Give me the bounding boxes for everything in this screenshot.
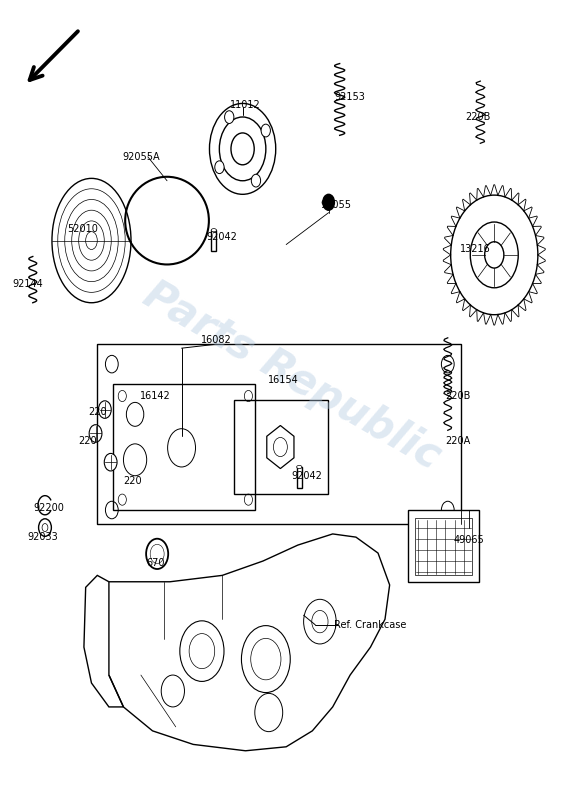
Text: 11012: 11012 [230,100,261,110]
Bar [98,344,461,523]
Bar [113,384,255,510]
Circle shape [89,425,102,442]
Text: 92033: 92033 [28,532,58,542]
Circle shape [323,194,335,210]
Bar [408,510,479,582]
Text: 92042: 92042 [207,231,238,242]
Text: Parts Republic: Parts Republic [136,274,448,478]
Bar [415,518,472,575]
Text: 16082: 16082 [201,335,232,346]
Text: 13216: 13216 [460,243,491,254]
Text: 92144: 92144 [12,279,43,290]
Text: 670: 670 [146,558,165,569]
Ellipse shape [211,229,217,232]
Text: 92042: 92042 [291,470,322,481]
Circle shape [451,195,538,314]
Circle shape [251,174,260,187]
Ellipse shape [52,178,131,302]
Text: 220: 220 [123,476,141,486]
Text: 92153: 92153 [335,92,366,102]
Text: 220B: 220B [445,391,470,401]
Text: 92055A: 92055A [122,152,159,162]
Circle shape [215,161,224,174]
Bar [234,400,328,494]
Text: 220A: 220A [445,437,470,446]
Circle shape [105,454,117,471]
Bar [211,230,217,251]
Text: 92200: 92200 [34,502,64,513]
Text: 49065: 49065 [454,534,485,545]
Bar [297,467,302,488]
Circle shape [225,110,234,123]
Ellipse shape [297,466,302,469]
Text: 220: 220 [88,407,107,417]
Circle shape [99,401,111,418]
Circle shape [42,523,48,531]
Text: 92055: 92055 [320,200,351,210]
Text: 220: 220 [78,437,97,446]
Circle shape [261,124,270,137]
Text: 16154: 16154 [268,375,298,385]
Text: 220B: 220B [465,112,491,122]
Circle shape [210,103,276,194]
Text: 52010: 52010 [67,223,98,234]
Text: Ref. Crankcase: Ref. Crankcase [334,620,406,630]
Text: 16142: 16142 [140,391,171,401]
